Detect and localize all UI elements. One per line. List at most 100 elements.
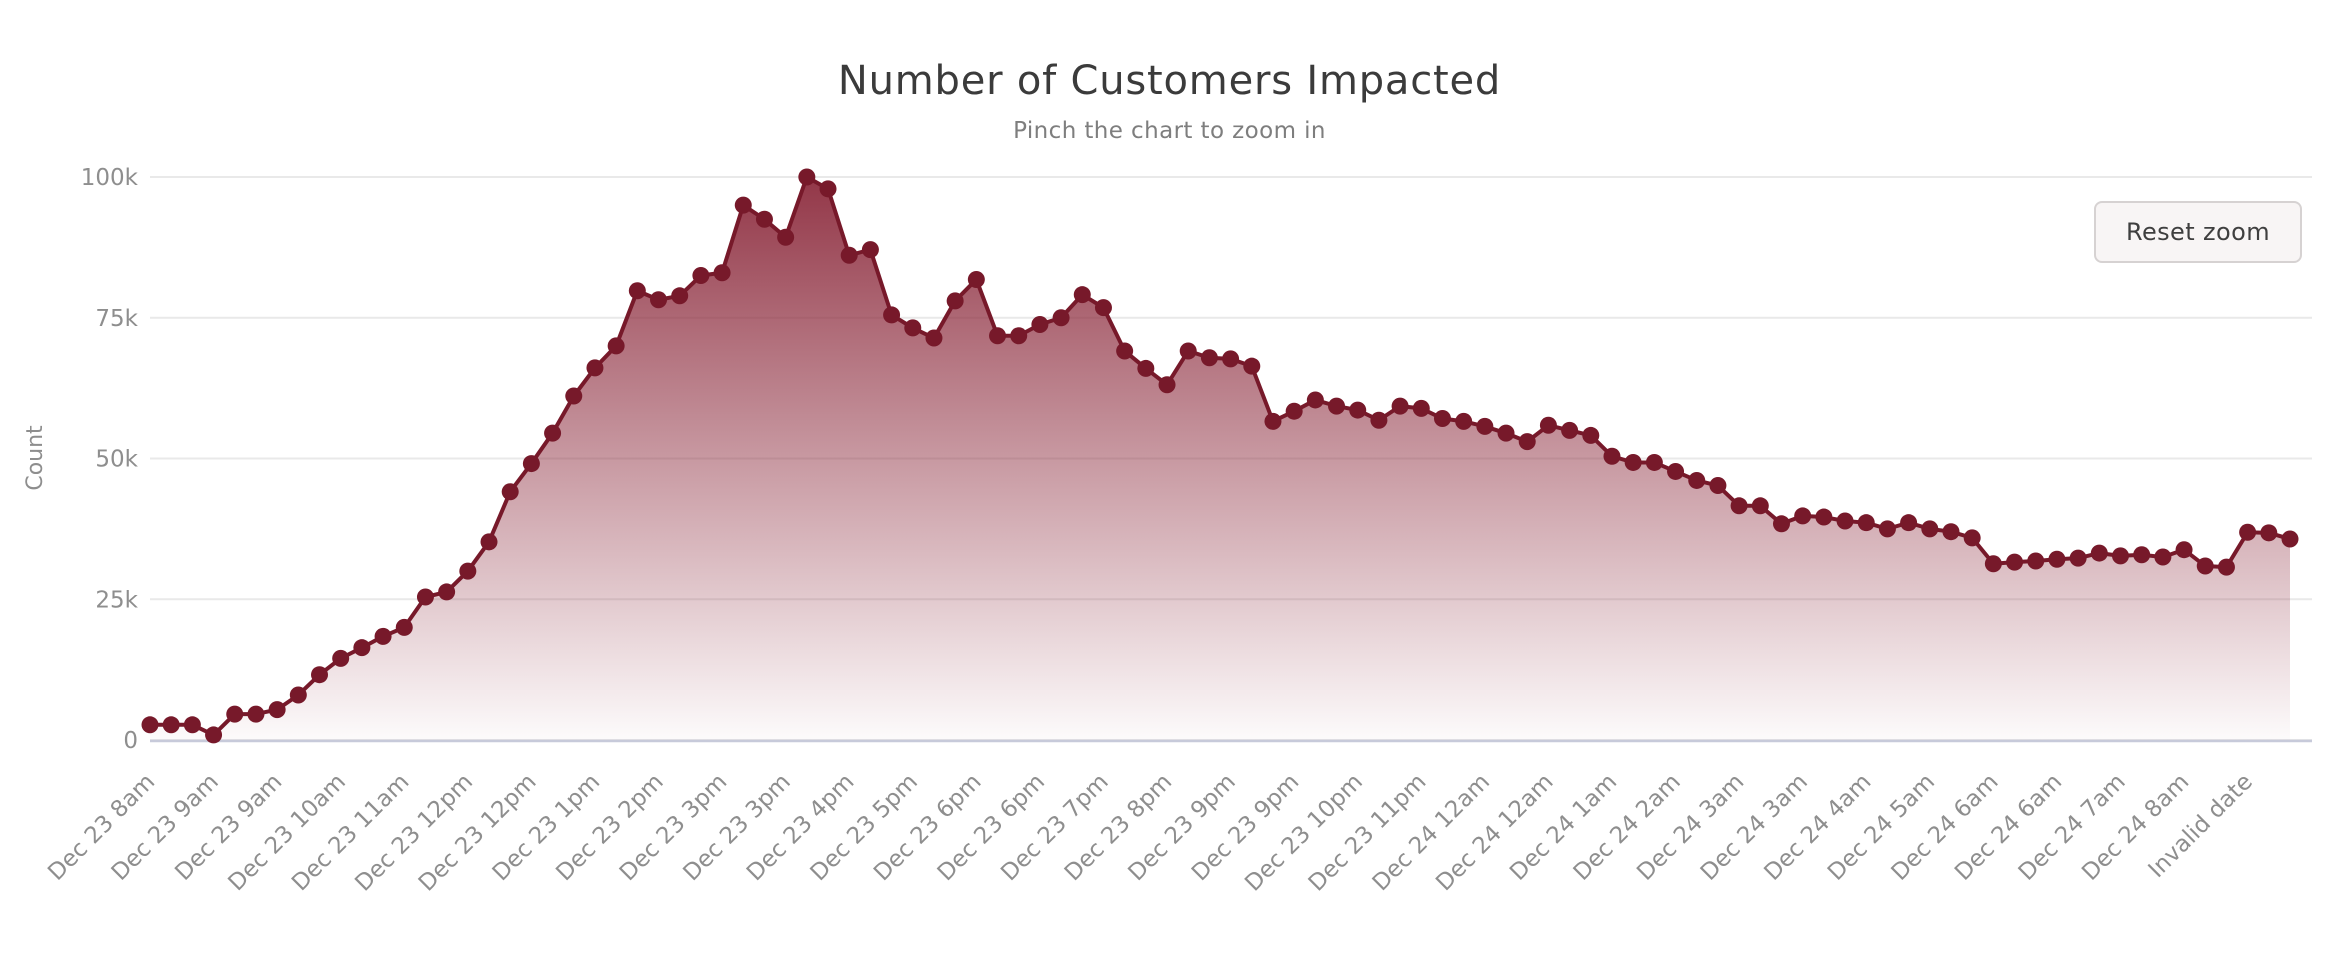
data-point — [1645, 453, 1663, 471]
data-point — [1878, 520, 1896, 538]
data-point — [2133, 546, 2151, 564]
reset-zoom-button[interactable]: Reset zoom — [2093, 201, 2302, 263]
data-point — [1688, 471, 1706, 489]
data-point — [1984, 555, 2002, 573]
data-point — [522, 455, 540, 473]
data-point — [2239, 523, 2257, 541]
data-point — [1391, 397, 1409, 415]
data-point — [353, 639, 371, 657]
series-area-fill — [150, 177, 2290, 740]
data-point — [565, 387, 583, 405]
data-point — [650, 291, 668, 309]
data-point — [1328, 397, 1346, 415]
data-point — [183, 716, 201, 734]
data-point — [777, 228, 795, 246]
data-point — [1900, 514, 1918, 532]
data-point — [1730, 497, 1748, 515]
data-point — [501, 483, 519, 501]
data-point — [2175, 541, 2193, 559]
data-point — [1963, 529, 1981, 547]
data-point — [1518, 433, 1536, 451]
data-point — [1921, 520, 1939, 538]
data-point — [2006, 553, 2024, 571]
data-point — [1497, 424, 1515, 442]
data-point — [205, 726, 223, 744]
data-point — [1073, 286, 1091, 304]
data-point — [904, 319, 922, 337]
data-point — [946, 292, 964, 310]
data-point — [586, 359, 604, 377]
data-point — [2048, 550, 2066, 568]
data-point — [925, 329, 943, 347]
data-point — [989, 327, 1007, 345]
data-point — [1412, 399, 1430, 417]
data-point — [1349, 401, 1367, 419]
data-point — [1179, 342, 1197, 360]
data-point — [755, 210, 773, 228]
chart-title: Number of Customers Impacted — [837, 58, 1502, 104]
data-point — [459, 562, 477, 580]
data-point — [607, 337, 625, 355]
data-point — [395, 618, 413, 636]
data-point — [861, 241, 879, 259]
y-tick-label: 50k — [95, 447, 138, 473]
data-point — [141, 716, 159, 734]
data-point — [1667, 462, 1685, 480]
data-point — [1433, 410, 1451, 428]
data-point — [1603, 447, 1621, 465]
data-point — [1815, 508, 1833, 526]
chart-subtitle: Pinch the chart to zoom in — [1013, 118, 1326, 144]
data-point — [438, 583, 456, 601]
data-point — [819, 180, 837, 198]
data-point — [268, 701, 286, 719]
data-point — [2217, 558, 2235, 576]
data-point — [374, 627, 392, 645]
data-point — [713, 264, 731, 282]
data-point — [480, 533, 498, 551]
data-point — [2260, 524, 2278, 542]
data-point — [2281, 530, 2299, 548]
data-point — [2196, 557, 2214, 575]
data-point — [1052, 309, 1070, 327]
data-point — [1222, 350, 1240, 368]
data-point — [1243, 357, 1261, 375]
data-point — [883, 306, 901, 324]
data-point — [1031, 316, 1049, 334]
data-point — [2027, 552, 2045, 570]
data-point — [798, 168, 816, 186]
data-point — [671, 287, 689, 305]
data-point — [840, 246, 858, 264]
data-point — [1624, 453, 1642, 471]
data-point — [2154, 548, 2172, 566]
data-point — [1539, 416, 1557, 434]
data-point — [1200, 349, 1218, 367]
data-point — [1158, 376, 1176, 394]
y-tick-label: 75k — [95, 306, 138, 332]
data-point — [1836, 512, 1854, 530]
data-point — [1582, 426, 1600, 444]
y-tick-label: 100k — [81, 165, 139, 191]
data-point — [289, 686, 307, 704]
data-point — [1942, 523, 1960, 541]
data-point — [1709, 477, 1727, 495]
data-point — [1094, 299, 1112, 317]
data-point — [1285, 402, 1303, 420]
data-point — [1137, 359, 1155, 377]
data-point — [692, 267, 710, 285]
data-point — [1264, 412, 1282, 430]
data-point — [1794, 507, 1812, 525]
data-point — [1751, 497, 1769, 515]
data-point — [1857, 514, 1875, 532]
data-point — [1476, 417, 1494, 435]
data-point — [162, 716, 180, 734]
data-point — [2111, 547, 2129, 565]
data-point — [967, 270, 985, 288]
data-point — [1772, 515, 1790, 533]
data-point — [734, 196, 752, 214]
data-point — [416, 588, 434, 606]
data-point — [311, 666, 329, 684]
data-point — [332, 649, 350, 667]
data-point — [1370, 411, 1388, 429]
